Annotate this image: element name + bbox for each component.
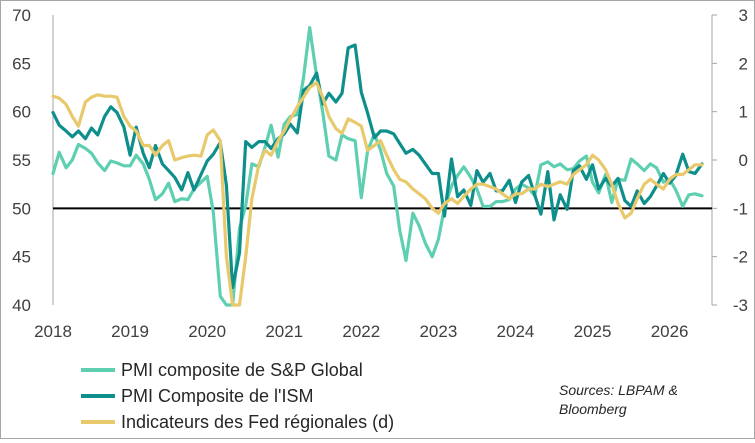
left-tick-label: 65 <box>12 54 31 73</box>
legend: PMI composite de S&P Global PMI Composite… <box>81 360 394 432</box>
plot-area <box>51 26 704 307</box>
source-line-1: Sources: LBPAM & <box>559 382 678 398</box>
right-tick-label: 1 <box>739 103 748 122</box>
x-axis: 2018 2019 2020 2021 2022 2023 2024 2025 2026 <box>34 322 688 341</box>
right-tick-label: -1 <box>733 199 748 218</box>
right-tick-label: 3 <box>739 6 748 25</box>
series-line-3 <box>51 81 704 307</box>
x-tick-label: 2021 <box>265 322 303 341</box>
source-line-2: Bloomberg <box>559 401 627 417</box>
legend-label-3: Indicateurs des Fed régionales (d) <box>121 412 394 432</box>
x-tick-label: 2019 <box>111 322 149 341</box>
legend-label-1: PMI composite de S&P Global <box>121 360 363 380</box>
x-tick-label: 2020 <box>188 322 226 341</box>
x-tick-label: 2023 <box>419 322 457 341</box>
source-note: Sources: LBPAM & Bloomberg <box>559 381 739 419</box>
left-tick-label: 45 <box>12 248 31 267</box>
left-tick-label: 40 <box>12 296 31 315</box>
right-tick-label: -3 <box>733 296 748 315</box>
left-tick-label: 55 <box>12 151 31 170</box>
left-tick-label: 70 <box>12 6 31 25</box>
x-tick-label: 2025 <box>574 322 612 341</box>
legend-label-2: PMI Composite de l'ISM <box>121 386 314 406</box>
x-tick-label: 2022 <box>342 322 380 341</box>
x-tick-label: 2026 <box>651 322 689 341</box>
right-tick-label: 2 <box>739 54 748 73</box>
left-tick-label: 60 <box>12 103 31 122</box>
series-line-2 <box>51 43 704 290</box>
axis-lines <box>52 15 713 305</box>
right-tick-label: -2 <box>733 248 748 267</box>
left-tick-label: 50 <box>12 199 31 218</box>
x-tick-label: 2018 <box>34 322 72 341</box>
right-tick-label: 0 <box>739 151 748 170</box>
right-y-axis: -3 -2 -1 0 1 2 3 <box>712 6 748 315</box>
left-y-axis: 40 45 50 55 60 65 70 <box>12 6 31 315</box>
x-tick-label: 2024 <box>497 322 535 341</box>
